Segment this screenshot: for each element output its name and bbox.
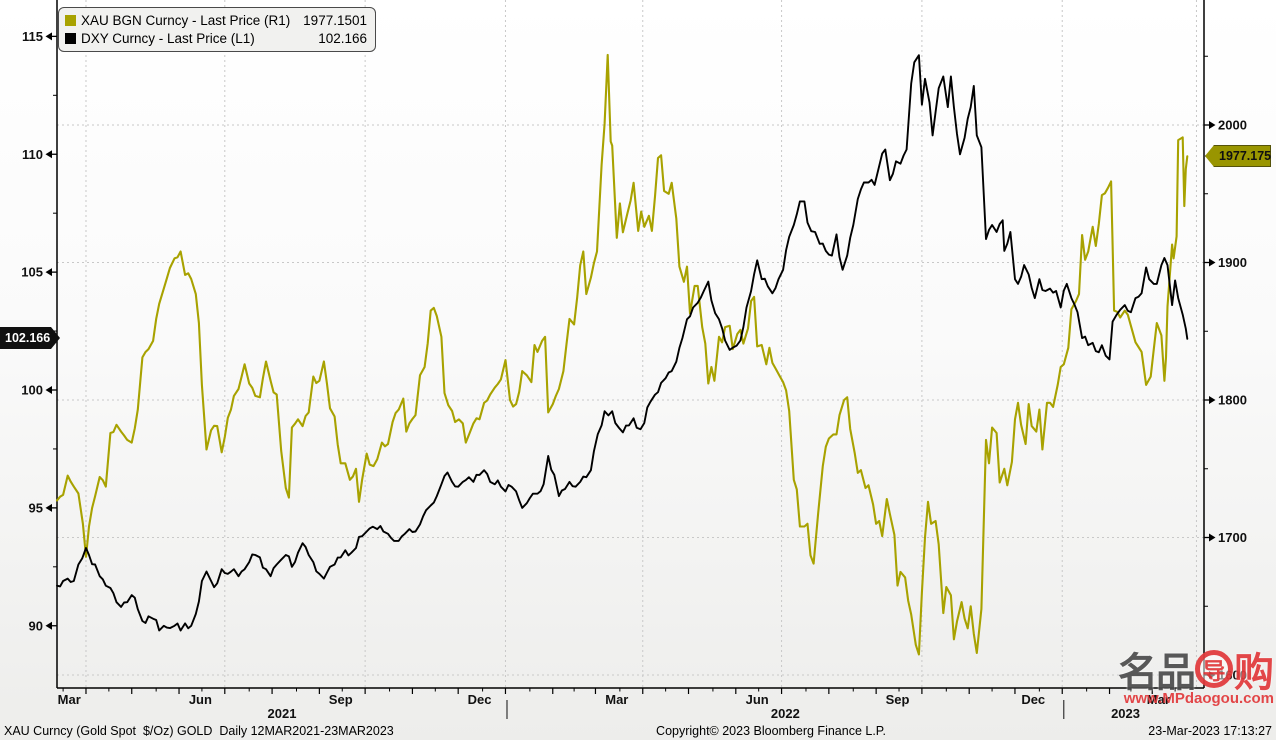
svg-text:105: 105 <box>21 265 43 280</box>
footer-instrument: XAU Curncy (Gold Spot $/Oz) GOLD Daily 1… <box>4 723 394 738</box>
watermark: 名品 导 购 www.MPdaogou.com <box>1118 646 1274 707</box>
legend-value-dxy: 102.166 <box>318 30 367 46</box>
svg-text:Sep: Sep <box>329 692 353 707</box>
svg-text:2023: 2023 <box>1111 706 1140 721</box>
legend-label-xau: XAU BGN Curncy - Last Price (R1) <box>81 12 291 28</box>
watermark-url: www.MPdaogou.com <box>1123 690 1274 707</box>
xau-swatch-icon <box>65 14 76 26</box>
footer-copyright: Copyright© 2023 Bloomberg Finance L.P. <box>656 723 886 738</box>
watermark-logo: 名品 导 购 <box>1118 646 1274 695</box>
watermark-cjk-dark: 名品 <box>1118 651 1196 695</box>
svg-text:Dec: Dec <box>1021 692 1045 707</box>
watermark-circle-icon: 导 <box>1195 650 1233 688</box>
svg-text:Mar: Mar <box>1147 692 1170 707</box>
svg-text:1900: 1900 <box>1218 255 1247 270</box>
svg-text:2021: 2021 <box>268 706 297 721</box>
svg-text:2022: 2022 <box>771 706 800 721</box>
dxy-swatch-icon <box>65 32 76 44</box>
svg-text:110: 110 <box>22 147 43 162</box>
svg-text:90: 90 <box>29 618 43 633</box>
svg-text:1700: 1700 <box>1218 530 1247 545</box>
svg-text:115: 115 <box>22 29 43 44</box>
xau-last-price-badge: 1977.175 <box>1205 145 1271 167</box>
legend-label-dxy: DXY Curncy - Last Price (L1) <box>81 30 255 46</box>
legend-value-xau: 1977.1501 <box>303 12 367 28</box>
svg-text:2000: 2000 <box>1218 118 1247 133</box>
status-bar: XAU Curncy (Gold Spot $/Oz) GOLD Daily 1… <box>0 721 1276 740</box>
svg-text:Sep: Sep <box>886 692 910 707</box>
legend-item-dxy: DXY Curncy - Last Price (L1) 102.166 <box>65 29 367 47</box>
svg-text:100: 100 <box>21 383 43 398</box>
svg-text:1800: 1800 <box>1218 393 1247 408</box>
dxy-last-price-badge: 102.166 <box>0 327 60 349</box>
svg-text:95: 95 <box>29 500 43 515</box>
svg-text:Dec: Dec <box>468 692 492 707</box>
svg-text:Jun: Jun <box>189 692 212 707</box>
svg-text:Mar: Mar <box>58 692 81 707</box>
watermark-cjk-red: 购 <box>1234 651 1274 695</box>
legend-item-xau: XAU BGN Curncy - Last Price (R1) 1977.15… <box>65 11 367 29</box>
svg-text:Jun: Jun <box>746 692 769 707</box>
legend: XAU BGN Curncy - Last Price (R1) 1977.15… <box>58 7 376 52</box>
svg-text:Mar: Mar <box>605 692 628 707</box>
footer-timestamp: 23-Mar-2023 17:13:27 <box>1148 723 1272 738</box>
